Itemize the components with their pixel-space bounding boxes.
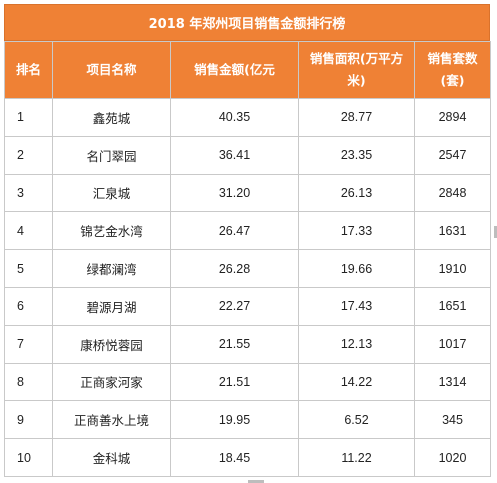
cell-units: 2547 [414,135,491,175]
cell-area: 19.66 [298,249,415,288]
table-row: 4 锦艺金水湾 26.47 17.33 1631 [4,211,491,251]
cell-project: 正商家河家 [52,362,171,402]
header-units: 销售套数(套) [414,41,491,99]
cell-rank: 1 [4,98,53,137]
cell-units: 1651 [414,286,491,326]
table-row: 7 康桥悦蓉园 21.55 12.13 1017 [4,324,491,364]
table-row: 5 绿都澜湾 26.28 19.66 1910 [4,249,491,288]
cell-rank: 6 [4,286,53,326]
table-row: 9 正商善水上境 19.95 6.52 345 [4,400,491,440]
cell-project: 碧源月湖 [52,286,171,326]
table-header-row: 排名 项目名称 销售金额(亿元 销售面积(万平方米) 销售套数(套) [4,41,491,99]
header-amount: 销售金额(亿元 [170,41,299,99]
cell-rank: 4 [4,211,53,251]
table-row: 8 正商家河家 21.51 14.22 1314 [4,362,491,402]
cell-area: 26.13 [298,173,415,213]
cell-units: 1314 [414,362,491,402]
cell-rank: 8 [4,362,53,402]
cell-units: 2848 [414,173,491,213]
cell-amount: 40.35 [170,98,299,137]
cell-project: 锦艺金水湾 [52,211,171,251]
cell-rank: 7 [4,324,53,364]
cell-units: 345 [414,400,491,440]
cell-project: 名门翠园 [52,135,171,175]
cell-area: 11.22 [298,438,415,477]
cell-project: 绿都澜湾 [52,249,171,288]
cell-project: 正商善水上境 [52,400,171,440]
cell-amount: 26.28 [170,249,299,288]
cell-rank: 9 [4,400,53,440]
cell-amount: 36.41 [170,135,299,175]
cell-area: 17.33 [298,211,415,251]
table-row: 1 鑫苑城 40.35 28.77 2894 [4,98,491,137]
cell-rank: 2 [4,135,53,175]
cell-rank: 5 [4,249,53,288]
cell-project: 汇泉城 [52,173,171,213]
resize-handle[interactable] [494,226,497,238]
cell-amount: 26.47 [170,211,299,251]
header-rank: 排名 [4,41,53,99]
cell-units: 1631 [414,211,491,251]
cell-amount: 21.55 [170,324,299,364]
cell-area: 12.13 [298,324,415,364]
cell-project: 康桥悦蓉园 [52,324,171,364]
cell-units: 1020 [414,438,491,477]
cell-area: 17.43 [298,286,415,326]
table-row: 2 名门翠园 36.41 23.35 2547 [4,135,491,175]
resize-handle-bottom[interactable] [248,480,264,483]
cell-area: 23.35 [298,135,415,175]
cell-amount: 21.51 [170,362,299,402]
cell-project: 鑫苑城 [52,98,171,137]
cell-area: 28.77 [298,98,415,137]
table-row: 3 汇泉城 31.20 26.13 2848 [4,173,491,213]
cell-amount: 22.27 [170,286,299,326]
cell-rank: 10 [4,438,53,477]
cell-units: 1910 [414,249,491,288]
table-title: 2018 年郑州项目销售金额排行榜 [4,4,490,41]
header-area: 销售面积(万平方米) [298,41,415,99]
cell-amount: 19.95 [170,400,299,440]
cell-units: 1017 [414,324,491,364]
cell-area: 14.22 [298,362,415,402]
table-row: 6 碧源月湖 22.27 17.43 1651 [4,286,491,326]
cell-amount: 31.20 [170,173,299,213]
sales-ranking-table: 排名 项目名称 销售金额(亿元 销售面积(万平方米) 销售套数(套) 1 鑫苑城… [4,41,491,477]
cell-rank: 3 [4,173,53,213]
cell-units: 2894 [414,98,491,137]
table-row: 10 金科城 18.45 11.22 1020 [4,438,491,477]
cell-area: 6.52 [298,400,415,440]
cell-project: 金科城 [52,438,171,477]
cell-amount: 18.45 [170,438,299,477]
header-project: 项目名称 [52,41,171,99]
